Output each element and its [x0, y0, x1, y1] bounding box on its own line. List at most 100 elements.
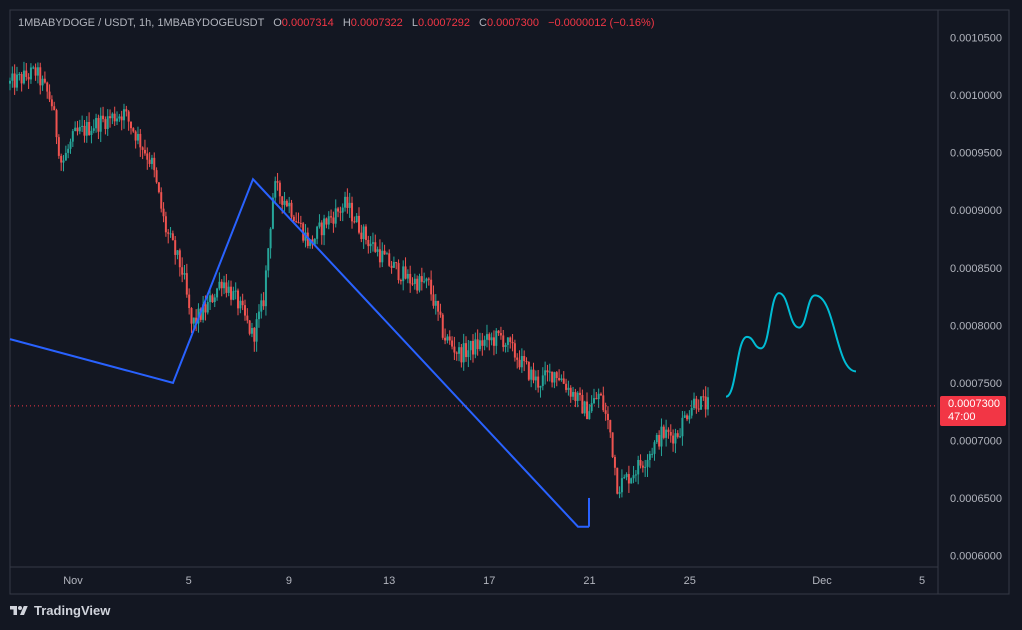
candle-body	[458, 347, 461, 354]
candle-body	[555, 372, 558, 378]
candle-body	[351, 202, 354, 222]
tradingview-logo-icon	[10, 605, 28, 615]
candle-body	[27, 76, 30, 80]
candle-body	[290, 202, 293, 217]
time-tick-label: 25	[684, 575, 696, 587]
symbol-name[interactable]: 1MBABYDOGE / USDT, 1h, 1MBABYDOGEUSDT	[18, 17, 265, 29]
candle-body	[455, 352, 458, 354]
candle-body	[490, 337, 493, 341]
candle-body	[702, 396, 705, 398]
candle-body	[97, 118, 100, 132]
time-tick-label: 5	[186, 575, 192, 587]
candle-body	[71, 131, 74, 142]
candle-body	[253, 328, 256, 342]
candle-body	[123, 109, 126, 121]
time-tick-label: 9	[286, 575, 292, 587]
candle-body	[506, 337, 509, 345]
candle-body	[64, 152, 67, 161]
candle-body	[113, 113, 116, 122]
candle-body	[653, 442, 656, 454]
low-value: 0.0007292	[417, 17, 470, 29]
price-tick-label: 0.0010500	[950, 33, 1002, 45]
candle-body	[29, 67, 32, 80]
candle-body	[227, 286, 230, 293]
candle-body	[239, 300, 242, 309]
candle-body	[220, 281, 223, 289]
candle-body	[497, 330, 500, 334]
candle-body	[283, 200, 286, 205]
price-tick-label: 0.0009500	[950, 148, 1002, 160]
candle-body	[243, 305, 246, 316]
candle-body	[641, 465, 644, 468]
candle-body	[43, 78, 46, 83]
candle-body	[295, 221, 298, 223]
candle-body	[423, 281, 426, 283]
candle-body	[672, 435, 675, 444]
candle-body	[344, 196, 347, 208]
candle-body	[576, 392, 579, 401]
candle-body	[15, 74, 18, 88]
candle-body	[627, 474, 630, 484]
candle-body	[548, 371, 551, 373]
candle-body	[534, 376, 537, 381]
candle-body	[581, 394, 584, 414]
candle-body	[651, 453, 654, 455]
candle-body	[297, 222, 300, 224]
candle-body	[462, 343, 465, 363]
candle-body	[427, 278, 430, 280]
candle-body	[143, 149, 146, 154]
candle-body	[637, 459, 640, 475]
candle-body	[285, 200, 288, 207]
candles-layer	[9, 61, 709, 499]
candle-body	[274, 181, 277, 198]
price-tick-label: 0.0007000	[950, 435, 1002, 447]
candle-body	[537, 376, 540, 388]
candle-body	[441, 314, 444, 338]
time-tick-label: 5	[919, 575, 925, 587]
candle-body	[392, 262, 395, 268]
candle-body	[174, 240, 177, 255]
candle-body	[102, 115, 105, 120]
candle-body	[362, 226, 365, 240]
candle-body	[551, 371, 554, 383]
candle-body	[481, 340, 484, 346]
low-label: L	[411, 17, 418, 29]
candle-body	[116, 118, 119, 122]
time-axis[interactable]: Nov 5 9 13 17 21 25 Dec 5	[63, 575, 925, 587]
symbol-legend: 1MBABYDOGE / USDT, 1h, 1MBABYDOGEUSDT O0…	[18, 17, 654, 29]
candle-body	[583, 401, 586, 414]
candle-body	[562, 378, 565, 384]
candle-body	[18, 74, 21, 76]
footer-brand[interactable]: TradingView	[10, 603, 110, 618]
candle-body	[323, 218, 326, 236]
candle-body	[32, 67, 35, 69]
time-tick-label: 13	[383, 575, 395, 587]
candle-body	[171, 233, 174, 241]
candle-body	[613, 456, 616, 468]
candle-body	[36, 67, 39, 76]
candle-body	[707, 397, 709, 410]
price-tick-label: 0.0008500	[950, 263, 1002, 275]
candle-body	[313, 238, 316, 245]
candle-body	[381, 250, 384, 263]
candle-body	[511, 341, 514, 344]
candle-body	[111, 113, 114, 119]
candle-body	[623, 477, 626, 479]
candle-body	[83, 125, 86, 136]
candle-body	[390, 265, 393, 268]
candle-body	[388, 253, 391, 266]
candle-body	[565, 383, 568, 390]
candle-body	[125, 109, 128, 112]
candle-body	[378, 249, 381, 263]
candle-body	[250, 328, 253, 334]
price-axis[interactable]: 0.0010500 0.0010000 0.0009500 0.0009000 0.00…	[950, 33, 1002, 563]
candle-body	[99, 115, 102, 132]
candle-body	[376, 249, 379, 252]
candle-body	[225, 282, 228, 293]
candle-body	[474, 339, 477, 355]
candle-body	[132, 128, 135, 132]
candle-body	[169, 233, 172, 235]
candle-body	[553, 372, 556, 383]
